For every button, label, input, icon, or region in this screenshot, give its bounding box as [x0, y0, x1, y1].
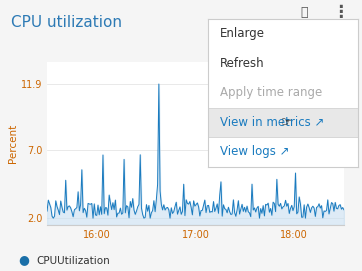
Text: ⋮: ⋮ — [332, 3, 349, 21]
Text: View in metrics ↗: View in metrics ↗ — [220, 116, 325, 129]
Y-axis label: Percent: Percent — [8, 124, 18, 163]
Text: CPUUtilization: CPUUtilization — [36, 256, 110, 266]
Text: ●: ● — [18, 253, 29, 266]
Text: Enlarge: Enlarge — [220, 27, 265, 40]
Text: ⛶: ⛶ — [300, 6, 308, 19]
Bar — [208, 108, 358, 137]
Text: Refresh: Refresh — [220, 57, 265, 70]
Text: CPU utilization: CPU utilization — [11, 15, 122, 30]
Text: Apply time range: Apply time range — [220, 86, 323, 99]
Text: ☞: ☞ — [281, 116, 292, 129]
Text: View logs ↗: View logs ↗ — [220, 146, 290, 158]
